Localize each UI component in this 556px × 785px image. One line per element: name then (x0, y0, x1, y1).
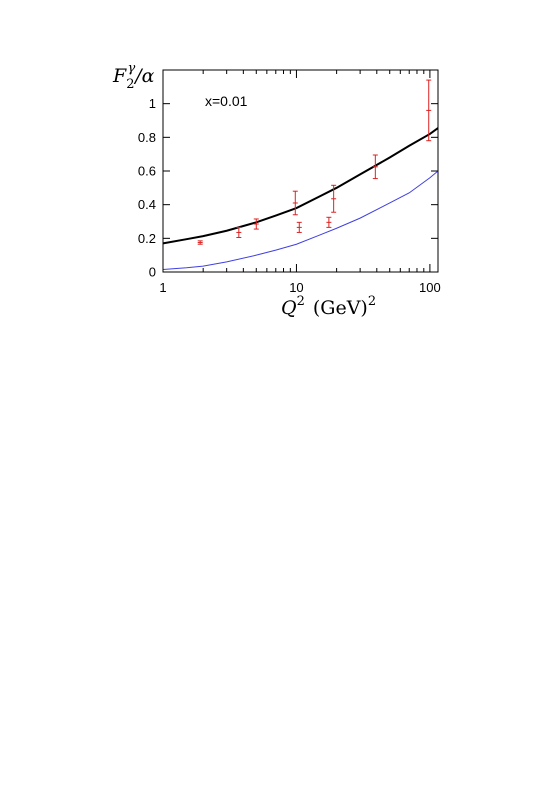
y-axis-title-rest: /α (133, 65, 154, 87)
y-tick-label: 0.2 (138, 231, 156, 246)
data-point (292, 190, 298, 216)
x-axis-title-unit-sup: 2 (368, 294, 376, 309)
x-tick-label: 100 (419, 280, 441, 295)
y-tick-label: 1 (149, 96, 156, 111)
y-axis-title: F2γ/α (112, 61, 155, 92)
x-axis-title-base: Q (281, 297, 297, 319)
y-axis-title-base: F (112, 65, 127, 87)
x-tick-label: 10 (289, 280, 303, 295)
x-axis-title: Q2 (GeV)2 (281, 294, 376, 319)
data-points (197, 79, 432, 245)
y-tick-label: 0 (149, 265, 156, 280)
x-tick-label: 1 (159, 280, 166, 295)
curve-blue (162, 170, 439, 270)
y-tick-label: 0.8 (138, 130, 156, 145)
data-point (236, 226, 242, 238)
y-tick-label: 0.6 (138, 164, 156, 179)
data-point (296, 221, 302, 233)
x-axis-title-unit: (GeV) (313, 297, 368, 319)
plot-frame (162, 69, 439, 273)
curve-black (162, 127, 439, 245)
axis-tick-labels: 0 0.2 0.4 0.6 0.8 1 1 10 100 (138, 96, 441, 295)
y-axis-title-sub: 2 (126, 77, 134, 92)
series-lines (162, 127, 439, 270)
data-point (426, 79, 432, 142)
y-tick-label: 0.4 (138, 197, 156, 212)
data-point (331, 184, 337, 213)
data-point (326, 216, 332, 228)
data-point (372, 154, 378, 180)
y-axis-title-sup: γ (127, 61, 135, 76)
data-point (197, 240, 203, 245)
annotation-x-value: x=0.01 (205, 93, 248, 109)
x-axis-title-sup: 2 (297, 294, 305, 309)
data-point (253, 218, 259, 230)
